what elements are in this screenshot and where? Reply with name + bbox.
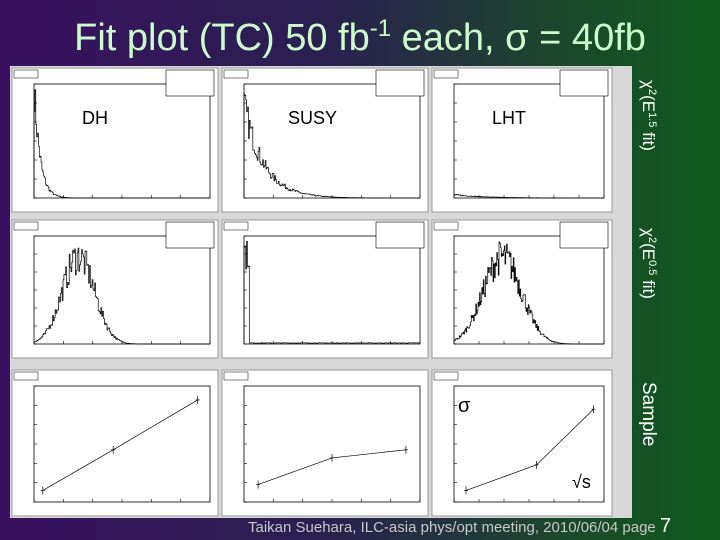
stat-box (165, 69, 215, 97)
histogram (453, 194, 604, 199)
title-box (433, 69, 459, 79)
sigma-label: σ (458, 395, 471, 417)
row-open: (E (639, 95, 658, 112)
sqrt-s-label: √s (572, 472, 591, 492)
page-number: 7 (660, 515, 671, 537)
title-box (13, 221, 39, 231)
title-box (13, 371, 39, 381)
histogram (453, 241, 604, 345)
title-box (13, 69, 39, 79)
row-sup: 2 (646, 237, 658, 243)
column-label: SUSY (288, 108, 337, 128)
panel (11, 369, 219, 517)
row-open: (E (639, 243, 658, 260)
row-sup: 1.5 (646, 112, 658, 127)
histogram (33, 89, 210, 199)
row-close: fit) (639, 127, 658, 151)
row-chi: χ (639, 80, 658, 89)
histogram (33, 247, 210, 345)
title-tail: = 40fb (529, 17, 646, 59)
stat-box (375, 69, 425, 97)
row-sup: 0.5 (646, 260, 658, 275)
plots (10, 66, 632, 518)
column-label: DH (82, 108, 108, 128)
title-box (223, 69, 249, 79)
row-chi: χ (639, 228, 658, 237)
row-close: fit) (639, 275, 658, 299)
footer: Taikan Suehara, ILC-asia phys/opt meetin… (248, 515, 671, 537)
row-label: χ2(E1.5 fit) (639, 80, 658, 151)
stat-box (165, 221, 215, 249)
stat-box (375, 221, 425, 249)
title-box (433, 371, 459, 381)
row-sup: 2 (646, 89, 658, 95)
title-box (223, 221, 249, 231)
title-box (223, 371, 249, 381)
title-sigma: σ (505, 17, 528, 59)
panel (431, 369, 613, 517)
stat-box (559, 221, 609, 249)
histogram (243, 241, 420, 344)
histogram (243, 93, 420, 199)
footer-text: Taikan Suehara, ILC-asia phys/opt meetin… (248, 519, 660, 536)
panel (221, 369, 429, 517)
title-sup: -1 (370, 15, 391, 42)
title-rest: each, (391, 17, 505, 59)
slide-title: Fit plot (TC) 50 fb-1 each, σ = 40fb (74, 15, 646, 59)
row-label: χ2(E0.5 fit) (639, 228, 658, 299)
stat-box (559, 69, 609, 97)
column-label: LHT (492, 108, 526, 128)
row-label: Sample (638, 382, 659, 446)
title-box (433, 221, 459, 231)
title-text: Fit plot (TC) 50 fb (74, 17, 370, 59)
